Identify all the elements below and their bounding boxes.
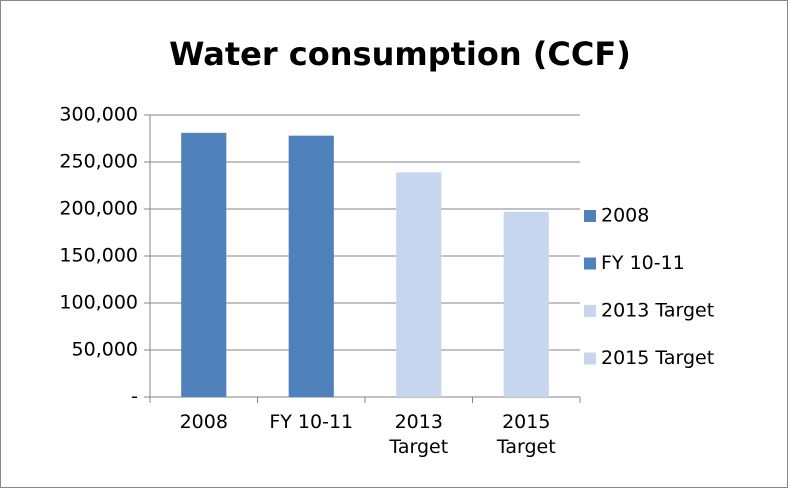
bar — [503, 211, 549, 397]
legend-swatch — [584, 257, 596, 270]
legend-label: FY 10-11 — [601, 252, 685, 274]
x-tick-label: 2008 — [179, 411, 228, 433]
y-tick-label: 250,000 — [59, 151, 138, 173]
y-tick-label: 150,000 — [59, 245, 138, 267]
y-tick-label: 200,000 — [59, 198, 138, 220]
y-tick-label: - — [131, 386, 138, 408]
legend-swatch — [584, 210, 596, 222]
x-tick-label: FY 10-11 — [269, 411, 354, 433]
y-tick-label: 100,000 — [59, 292, 138, 314]
bar — [396, 172, 442, 397]
bar — [181, 132, 227, 398]
chart-title: Water consumption (CCF) — [169, 35, 631, 73]
legend-label: 2015 Target — [601, 347, 714, 369]
legend-label: 2008 — [601, 205, 649, 227]
x-tick-label: 2015 Target — [496, 411, 556, 458]
legend-label: 2013 Target — [601, 300, 714, 322]
y-tick-label: 50,000 — [72, 339, 138, 361]
y-tick-label: 300,000 — [59, 104, 138, 126]
legend-swatch — [584, 352, 596, 365]
x-tick-label: 2013 Target — [389, 411, 449, 458]
bar — [288, 135, 334, 397]
legend-swatch — [584, 305, 596, 317]
